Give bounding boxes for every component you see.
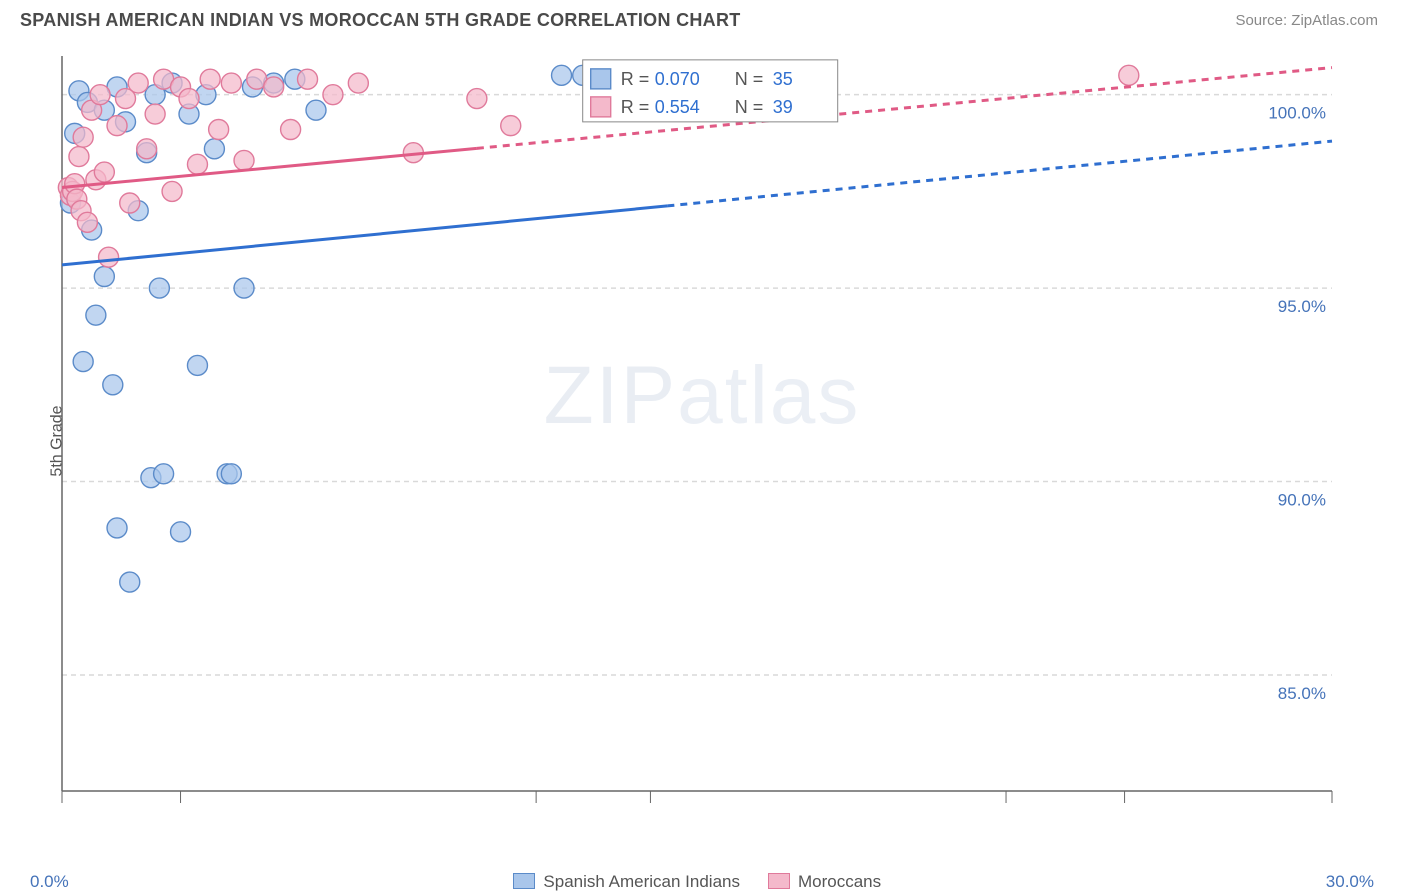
svg-text:N =: N = xyxy=(735,97,764,117)
chart-svg: 85.0% 90.0% 95.0% 100.0% R =0.070 N = 35 R =0.5… xyxy=(52,46,1352,806)
svg-text:39: 39 xyxy=(773,97,793,117)
source-label: Source: ZipAtlas.com xyxy=(1235,12,1378,29)
svg-text:R =: R = xyxy=(621,97,650,117)
svg-text:95.0%: 95.0% xyxy=(1278,297,1326,316)
x-min-label: 0.0% xyxy=(30,872,69,892)
svg-text:100.0%: 100.0% xyxy=(1268,104,1326,123)
chart-title: SPANISH AMERICAN INDIAN VS MOROCCAN 5TH … xyxy=(20,10,741,31)
svg-text:0.070: 0.070 xyxy=(655,69,700,89)
svg-text:35: 35 xyxy=(773,69,793,89)
legend-swatch xyxy=(513,873,535,889)
svg-text:90.0%: 90.0% xyxy=(1278,491,1326,510)
legend-item: Spanish American Indians xyxy=(513,872,740,892)
svg-text:R =: R = xyxy=(621,69,650,89)
chart-container: 5th Grade 85.0%90.0%95.0%100.0%R =0.070N… xyxy=(22,46,1382,836)
plot-area: 85.0% 90.0% 95.0% 100.0% R =0.070 N = 35 R =0.5… xyxy=(52,46,1352,806)
legend-swatch xyxy=(768,873,790,889)
svg-text:85.0%: 85.0% xyxy=(1278,684,1326,703)
svg-text:N =: N = xyxy=(735,69,764,89)
bottom-legend: 0.0% Spanish American Indians Moroccans 3… xyxy=(0,872,1406,892)
legend-item: Moroccans xyxy=(768,872,881,892)
series-legend: Spanish American Indians Moroccans xyxy=(513,872,881,892)
x-max-label: 30.0% xyxy=(1326,872,1374,892)
svg-text:0.554: 0.554 xyxy=(655,97,700,117)
